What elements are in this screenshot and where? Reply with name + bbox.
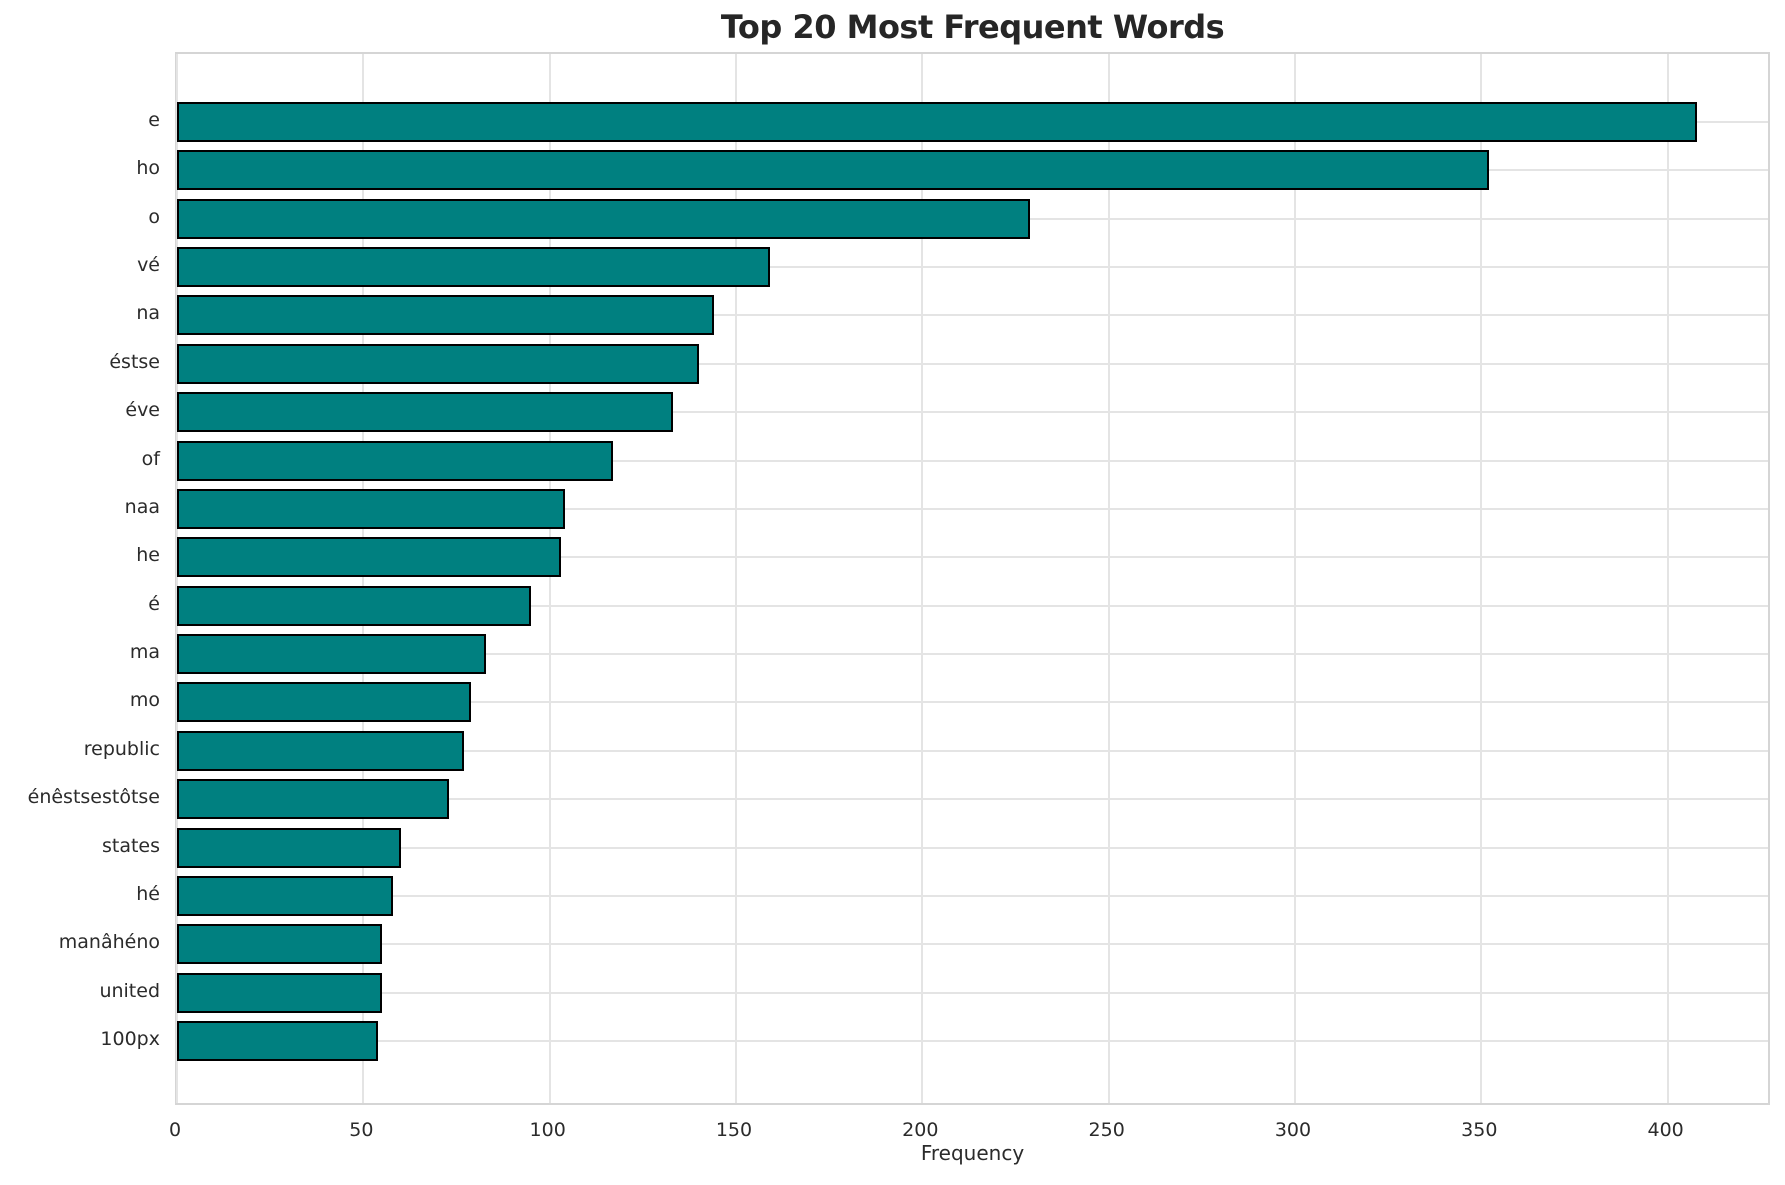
y-tick-label: na [136,302,160,325]
y-tick-label: ho [136,157,160,180]
y-tick-label: vé [137,254,160,277]
y-gridline [177,604,1768,607]
y-gridline [177,507,1768,510]
x-gridline [176,54,178,1103]
bar [177,198,1031,239]
bar [177,875,394,916]
bar [177,488,565,529]
y-gridline [177,894,1768,897]
bar [177,779,450,820]
x-gridline [1293,54,1296,1103]
y-tick-label: united [99,979,160,1002]
x-tick-label: 100 [529,1119,566,1141]
y-gridline [177,266,1768,269]
y-gridline [177,653,1768,656]
y-gridline [177,846,1768,849]
x-tick-label: 250 [1088,1119,1125,1141]
bar [177,392,673,433]
bar [177,730,464,771]
x-tick-label: 400 [1647,1119,1684,1141]
x-tick-label: 300 [1274,1119,1312,1141]
y-gridline [177,701,1768,704]
y-tick-label: states [101,834,160,857]
y-gridline [177,749,1768,752]
chart-title: Top 20 Most Frequent Words [720,8,1225,46]
bar [177,537,561,578]
y-gridline [177,459,1768,462]
plot-area [175,52,1770,1105]
bar [177,150,1489,191]
x-gridline [734,54,737,1103]
bar [177,924,382,965]
x-tick-label: 350 [1461,1119,1498,1141]
bar [177,295,714,336]
y-tick-label: éve [125,399,160,422]
x-tick-label: 50 [349,1119,374,1141]
y-tick-label: éstse [109,350,160,373]
x-gridline [1107,54,1110,1103]
x-gridline [548,54,551,1103]
y-tick-label: 100px [100,1028,160,1051]
y-gridline [177,362,1768,365]
y-tick-label: é [148,592,160,615]
x-tick-label: 0 [168,1119,182,1141]
y-gridline [177,943,1768,946]
y-gridline [177,991,1768,994]
x-tick-label: 150 [715,1119,753,1141]
bar [177,1021,379,1062]
y-tick-label: o [148,205,160,228]
y-gridline [177,798,1768,801]
y-gridline [177,314,1768,317]
y-tick-label: énêstsestôtse [27,786,160,809]
y-tick-label: e [148,109,160,131]
bar [177,440,614,481]
bar [177,827,401,868]
y-tick-label: of [141,447,160,470]
y-tick-label: mo [129,689,160,712]
bar [177,682,472,723]
x-axis-label: Frequency [920,1141,1025,1165]
x-gridline [921,54,924,1103]
x-gridline [1666,54,1669,1103]
y-tick-label: manâhéno [58,931,160,954]
bar [177,102,1698,142]
x-gridline [1480,54,1483,1103]
y-gridline [177,556,1768,559]
bar [177,585,532,626]
y-tick-label: republic [83,737,160,760]
x-gridline [362,54,365,1103]
y-tick-label: hé [136,882,160,905]
bar [177,247,770,288]
bar [177,972,382,1013]
y-gridline [177,411,1768,414]
y-gridline [177,1040,1768,1043]
bar [177,343,699,384]
y-tick-label: he [136,544,160,567]
x-tick-label: 200 [902,1119,939,1141]
y-tick-label: ma [129,641,160,664]
bar [177,634,487,675]
y-tick-label: naa [124,495,160,518]
